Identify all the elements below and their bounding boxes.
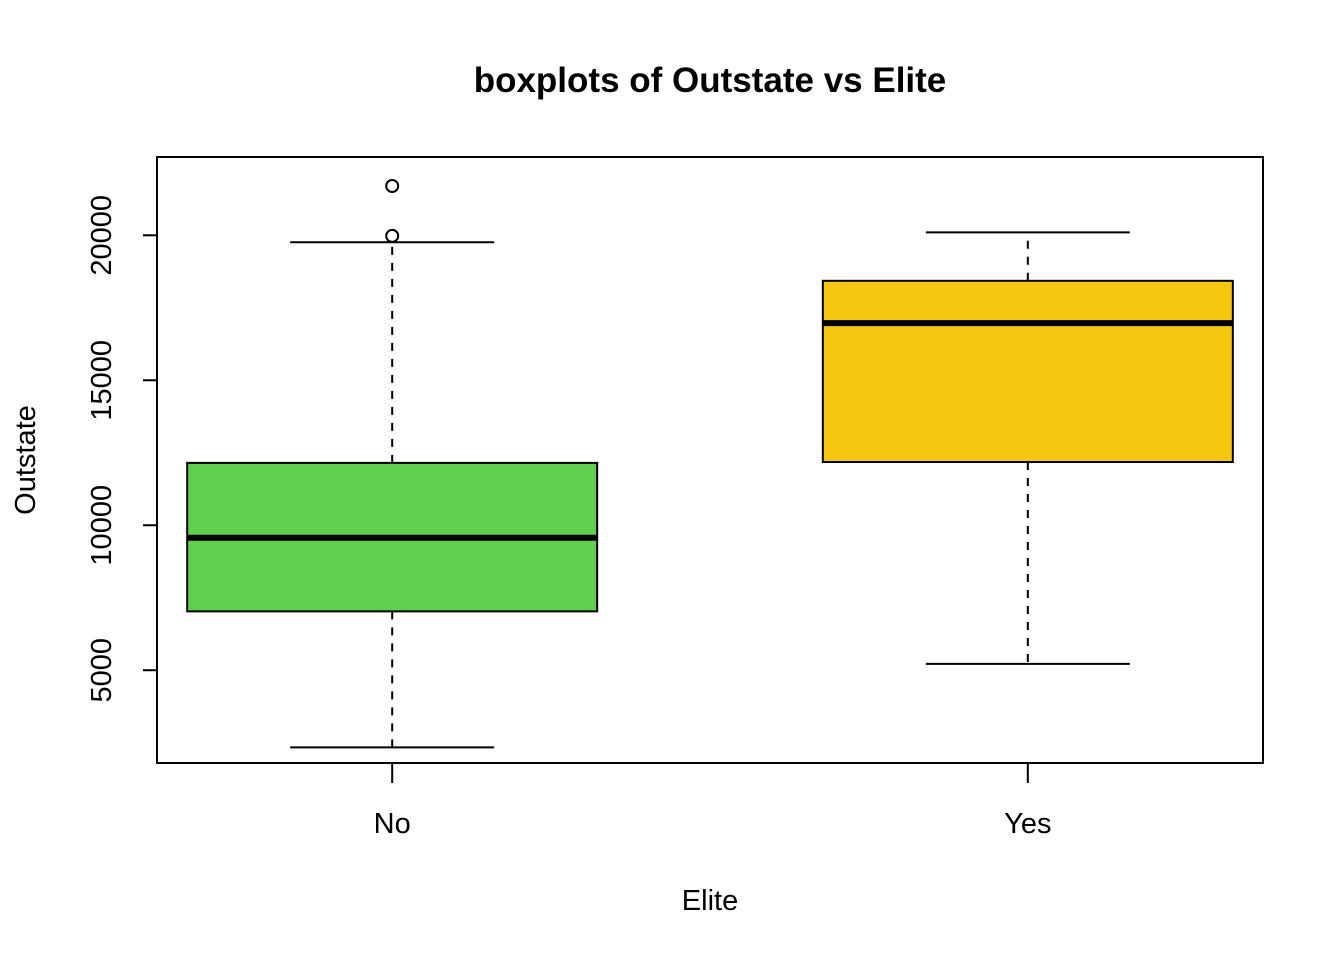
outlier-point — [385, 228, 400, 243]
x-tick-label: No — [374, 808, 411, 840]
y-tick-label: 5000 — [86, 638, 118, 703]
x-axis-label: Elite — [682, 885, 738, 917]
box-yes — [821, 231, 1234, 665]
outlier-point — [385, 178, 400, 193]
plot-frame — [156, 156, 1264, 764]
y-tick-label: 10000 — [86, 485, 118, 566]
y-tick-label: 20000 — [86, 195, 118, 276]
x-axis: No Yes — [374, 763, 1051, 840]
chart-title: boxplots of Outstate vs Elite — [474, 61, 947, 100]
x-tick-label: Yes — [1004, 808, 1051, 840]
box-series — [186, 178, 1234, 749]
iqr-box — [821, 279, 1234, 464]
y-axis-label: Outstate — [10, 405, 42, 515]
y-tick-label: 15000 — [86, 340, 118, 421]
box-no — [186, 178, 599, 749]
y-axis: 5000 10000 15000 20000 — [86, 195, 157, 703]
